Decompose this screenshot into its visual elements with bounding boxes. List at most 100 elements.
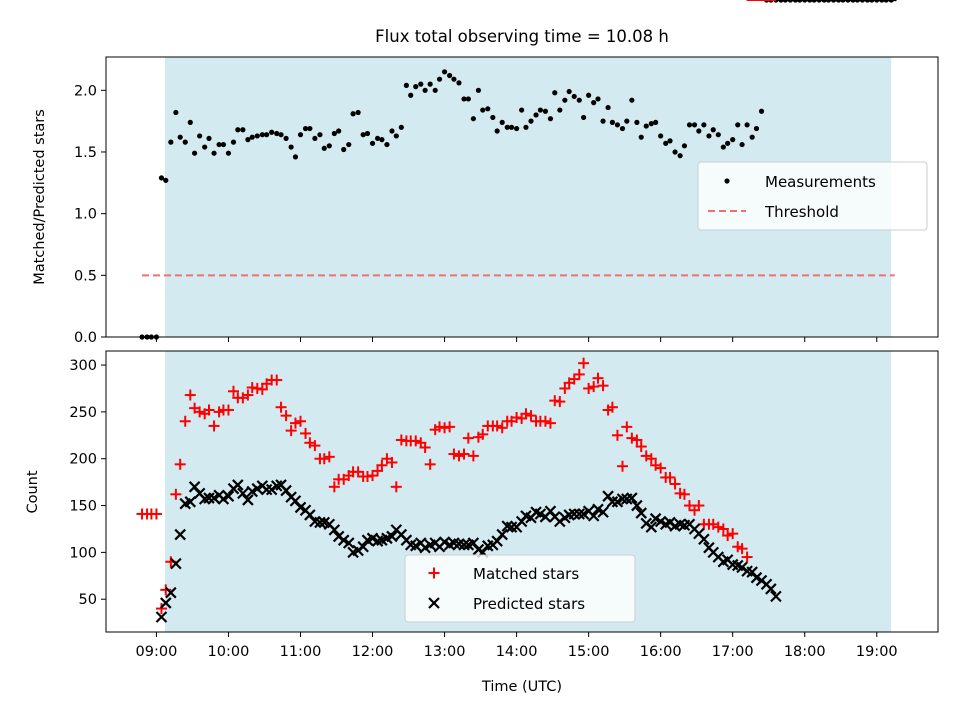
matched-star-point (309, 440, 321, 452)
measurement-point (566, 88, 572, 95)
measurement-point (350, 111, 356, 117)
predicted-star-point (165, 586, 177, 599)
measurement-point (591, 100, 597, 106)
measurement-point (605, 104, 611, 111)
measurement-point (609, 119, 616, 125)
matched-star-point (544, 417, 556, 429)
matched-star-point (174, 458, 186, 470)
matched-star-point (294, 415, 306, 427)
bottom-legend-box (404, 554, 636, 623)
matched-star-point (578, 357, 590, 369)
matched-star-point (203, 404, 215, 416)
predicted-star-point (645, 521, 658, 533)
matched-star-point (386, 456, 398, 468)
measurement-point (331, 130, 337, 137)
legend-measurements-label: Measurements (765, 173, 876, 191)
predicted-star-point (587, 510, 600, 522)
matched-star-point (592, 372, 604, 384)
matched-star-point (683, 500, 695, 512)
predicted-star-point (357, 540, 369, 553)
predicted-star-point (635, 507, 647, 519)
matched-star-point (318, 453, 330, 465)
measurement-point (600, 118, 606, 124)
measurement-point (475, 87, 482, 93)
predicted-star-point (328, 524, 341, 536)
measurement-point (480, 107, 486, 113)
measurement-point (245, 137, 251, 143)
measurement-point (317, 132, 323, 138)
measurement-point (235, 127, 241, 133)
predicted-star-point (496, 528, 508, 541)
measurement-point (528, 118, 534, 124)
top-y-tick-label: 0.0 (74, 330, 97, 346)
top-x-ticks (155, 337, 878, 342)
measurement-point (523, 124, 529, 130)
x-tick-label: 15:00 (568, 644, 610, 660)
measurement-point (336, 128, 342, 134)
predicted-star-point (770, 590, 782, 603)
measurement-point (384, 141, 390, 148)
predicted-star-point (242, 494, 254, 506)
predicted-star-point (342, 537, 355, 549)
measurement-point (312, 135, 318, 142)
measurement-point (634, 119, 640, 125)
matched-star-point (280, 410, 292, 422)
legend-predicted-marker (428, 597, 440, 609)
matched-star-point (621, 421, 633, 433)
bottom-axes-frame (105, 350, 939, 633)
matched-star-point (631, 434, 643, 446)
matched-star-point (242, 389, 254, 401)
bottom-y-axis-label: Count (25, 470, 41, 513)
measurement-point (254, 133, 260, 139)
matched-star-point (722, 530, 734, 542)
measurement-point (643, 123, 649, 129)
predicted-star-point (314, 516, 326, 529)
x-tick-label: 14:00 (496, 644, 538, 660)
measurement-point (744, 122, 750, 128)
matched-star-point (448, 448, 460, 460)
measurement-point (533, 112, 539, 118)
predicted-star-point (606, 496, 619, 508)
matched-star-point (741, 551, 753, 563)
bottom-y-tick-label: 250 (69, 405, 97, 421)
measurement-point (292, 154, 299, 160)
matched-star-point (424, 458, 436, 470)
top-panel: 0.00.51.01.52.0 Matched/Predicted stars … (32, 0, 939, 346)
measurement-point (158, 175, 165, 181)
predicted-star-point (260, 483, 273, 496)
measurement-point (427, 81, 433, 87)
measurement-point (389, 128, 395, 134)
matched-star-point (228, 385, 240, 397)
matched-star-point (453, 450, 465, 462)
x-tick-label: 10:00 (208, 644, 250, 660)
measurement-point (614, 122, 621, 128)
bottom-y-tick-label: 50 (79, 592, 97, 608)
matched-star-point (554, 396, 566, 408)
measurement-point (264, 132, 270, 138)
measurement-point (624, 118, 630, 124)
x-tick-label: 19:00 (856, 644, 898, 660)
measurement-point (730, 137, 736, 143)
measurement-point (307, 125, 313, 132)
matched-star-point (611, 429, 623, 441)
matched-star-point (150, 508, 162, 520)
predicted-star-point (765, 583, 777, 595)
measurement-point (441, 69, 448, 75)
matched-star-point (525, 410, 537, 422)
matched-star-point (655, 462, 667, 474)
predicted-star-point (174, 528, 186, 541)
predicted-star-point (573, 508, 586, 520)
x-tick-label: 12:00 (352, 644, 394, 660)
measurement-point (173, 109, 179, 116)
matched-star-point (444, 421, 456, 433)
matched-star-point (573, 368, 585, 380)
measurement-point (691, 122, 698, 128)
bottom-panel: 50 100 150 200 250 300 09:00 10:00 11:00 12:00 13… (25, 0, 939, 695)
predicted-stars-points (155, 0, 897, 623)
predicted-star-point (631, 499, 643, 512)
measurement-point (403, 82, 409, 88)
measurement-point (658, 133, 664, 139)
measurement-point (465, 96, 471, 102)
matched-star-point (367, 470, 379, 482)
